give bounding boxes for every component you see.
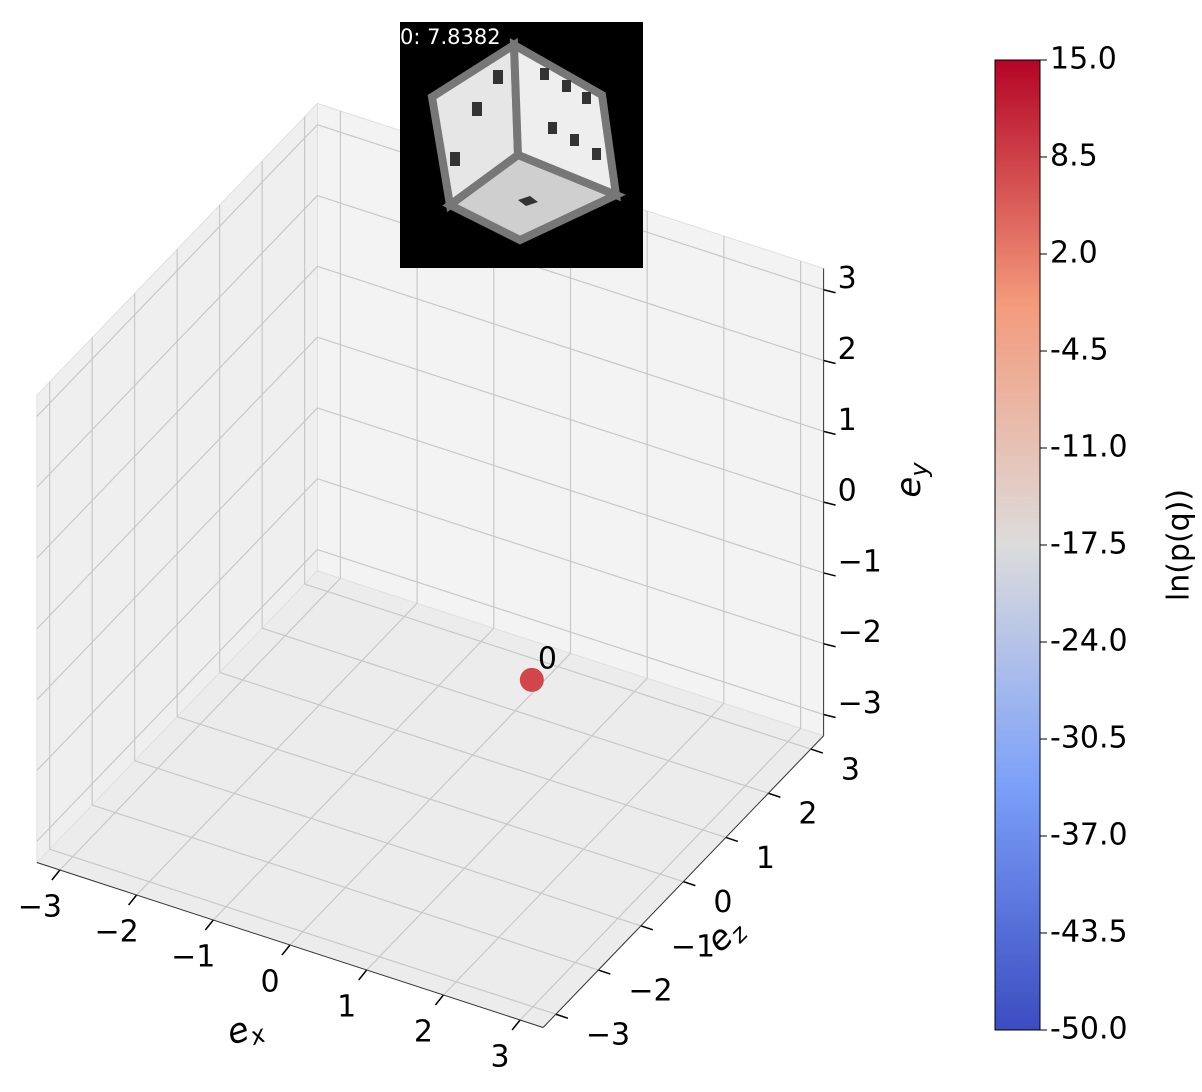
colorbar [994,59,1041,1031]
tick-label: −1 [838,544,882,579]
tick-label: 3 [838,261,857,296]
tick-mark [128,894,138,906]
tick-mark [823,572,836,577]
axis-label: ex [222,1004,270,1057]
grid-line [176,716,684,883]
tick-label: 1 [756,841,775,876]
grid-line [219,671,727,839]
tick-label: −3 [838,686,882,721]
grid-line [49,848,557,1015]
grid-line [36,407,318,701]
colorbar-tick-label: 15.0 [1050,42,1117,77]
tick-label: −2 [838,615,882,650]
tick-label: 3 [841,753,860,788]
grid-line [36,336,318,630]
grid-line [36,265,318,559]
axis-label: ey [889,462,934,498]
tick-mark [823,359,836,365]
tick-label: 1 [838,403,857,438]
grid-line [36,478,318,771]
tick-mark [358,969,368,981]
tick-mark [810,748,824,754]
tick-label: 0 [260,965,279,1000]
axis-label-base: e [889,477,929,498]
tick-mark [598,969,611,975]
tick-mark [823,643,836,648]
point [519,667,544,692]
tick-label: 3 [491,1040,510,1075]
tick-label: −1 [171,940,215,975]
colorbar-tick-label: -4.5 [1050,333,1109,368]
tick-mark [281,944,291,956]
grid-line [261,627,769,794]
axis-line [542,735,824,1028]
inset-image: 0: 7.8382 [400,22,643,268]
colorbar-label: ln(p(q)) [1162,489,1197,601]
colorbar-tick-label: -11.0 [1050,430,1128,465]
tick-label: −3 [586,1018,630,1053]
tick-mark [555,1013,569,1019]
grid-line [317,478,824,645]
tick-mark [768,792,781,798]
tick-label: 2 [798,797,817,832]
tick-label: −2 [628,974,672,1009]
axis-line [36,862,544,1028]
tick-mark [683,880,696,887]
colorbar-tick-label: -50.0 [1050,1012,1128,1047]
colorbar-tick-label: -24.0 [1050,624,1128,659]
tick-label: −1 [671,929,715,964]
grid-line [36,549,318,842]
grid-line [317,265,824,432]
tick-mark [823,289,836,294]
grid-line [317,548,824,716]
tick-mark [434,994,444,1006]
grid-line [36,124,318,417]
grid-line [317,336,824,503]
colorbar-tick-label: 2.0 [1050,236,1098,271]
grid-line [304,583,812,750]
tick-label: 2 [414,1015,433,1050]
tick-mark [511,1019,521,1031]
axis-label-subscript: y [905,462,933,478]
tick-mark [204,919,214,931]
tick-label: −2 [94,915,138,950]
colorbar-tick-label: -17.5 [1050,527,1128,562]
tick-label: 2 [838,332,857,367]
grid-line [317,407,824,574]
tick-mark [640,925,654,931]
tick-label: 1 [337,990,356,1025]
grid-line [36,195,318,488]
inset-label: 0: 7.8382 [400,25,501,49]
colorbar-tick-label: -43.5 [1050,915,1128,950]
tick-mark [823,501,836,506]
colorbar-tick-label: -37.0 [1050,818,1128,853]
grid-line [134,760,642,927]
tick-mark [725,836,739,843]
grid-line [91,804,599,971]
tick-mark [823,430,836,436]
point-label: 0 [538,641,557,676]
tick-label: −3 [18,890,62,925]
tick-mark [51,869,61,881]
tick-mark [823,713,836,719]
colorbar-tick-label: -30.5 [1050,721,1128,756]
tick-label: 0 [838,474,857,509]
colorbar-tick-label: 8.5 [1050,139,1098,174]
tick-label: 0 [713,885,732,920]
